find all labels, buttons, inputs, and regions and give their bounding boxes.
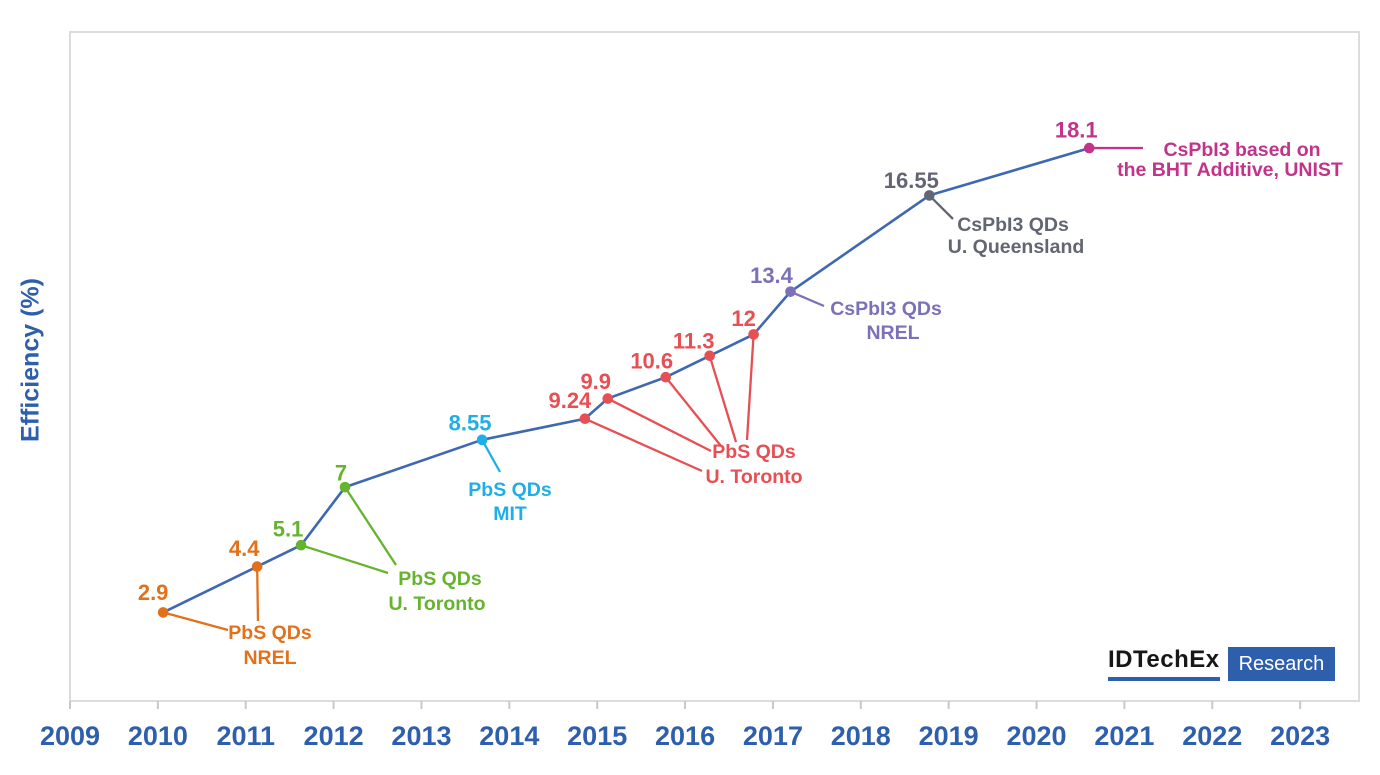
data-point	[157, 607, 169, 618]
point-value-label: 9.24	[548, 388, 592, 413]
annotation-label: CsPbI3 based on	[1163, 139, 1320, 161]
x-tick-label: 2010	[128, 721, 188, 751]
annotation-label: MIT	[493, 503, 527, 525]
x-tick-label: 2016	[655, 721, 715, 751]
point-value-label: 13.4	[750, 263, 794, 288]
x-tick-label: 2019	[919, 721, 979, 751]
x-tick-label: 2018	[831, 721, 891, 751]
data-point	[924, 190, 935, 201]
annotation-label: CsPbI3 QDs	[957, 214, 1069, 236]
data-point	[1083, 142, 1095, 154]
data-point	[339, 481, 351, 493]
annotation-label: NREL	[866, 322, 919, 344]
annotation-leader-line	[664, 376, 722, 447]
annotation-leader-line	[928, 194, 954, 220]
annotation-leader-line	[300, 544, 389, 575]
x-tick-label: 2013	[391, 721, 451, 751]
data-point	[602, 393, 614, 404]
y-axis-label: Efficiency (%)	[16, 278, 45, 442]
annotation-label: the BHT Additive, UNIST	[1117, 159, 1343, 181]
x-tick-label: 2017	[743, 721, 803, 751]
annotation-leader-line	[162, 611, 229, 632]
annotation-leader-line	[344, 486, 397, 566]
x-tick-label: 2012	[304, 721, 364, 751]
x-tick-label: 2020	[1006, 721, 1066, 751]
annotation-leader-line	[481, 439, 502, 473]
data-point	[660, 371, 672, 383]
point-value-label: 9.9	[580, 369, 611, 394]
point-value-label: 7	[335, 461, 347, 486]
idtechex-logo-brand: IDTechEx	[1108, 647, 1220, 681]
x-tick-label: 2021	[1094, 721, 1154, 751]
annotation-leader-line	[790, 290, 825, 308]
idtechex-logo: IDTechEx Research	[1108, 647, 1336, 681]
x-tick-label: 2009	[40, 721, 100, 751]
idtechex-logo-research-badge: Research	[1227, 647, 1336, 681]
annotation-leader-line	[607, 397, 712, 453]
point-value-label: 5.1	[273, 517, 304, 542]
point-value-label: 18.1	[1055, 118, 1098, 143]
annotation-label: PbS QDs	[398, 568, 482, 590]
annotation-label: U. Queensland	[948, 236, 1085, 258]
annotation-label: PbS QDs	[468, 479, 552, 501]
point-value-label: 12	[731, 306, 755, 331]
annotation-label: PbS QDs	[228, 622, 312, 644]
x-tick-label: 2015	[567, 721, 627, 751]
data-point	[748, 329, 759, 340]
data-point	[295, 539, 307, 551]
x-tick-label: 2011	[216, 721, 275, 751]
point-value-label: 4.4	[229, 536, 260, 561]
annotation-leader-line	[745, 334, 755, 441]
data-point	[579, 413, 591, 425]
annotation-label: PbS QDs	[712, 441, 796, 463]
point-value-label: 10.6	[630, 349, 673, 374]
annotation-leader-line	[708, 355, 738, 443]
x-tick-label: 2023	[1270, 721, 1330, 751]
data-point	[704, 350, 715, 362]
data-point	[251, 561, 263, 572]
x-tick-label: 2014	[479, 721, 539, 751]
point-value-label: 2.9	[138, 580, 169, 605]
annotation-label: U. Toronto	[705, 466, 802, 488]
x-tick-label: 2022	[1182, 721, 1242, 751]
annotation-label: CsPbI3 QDs	[830, 298, 942, 320]
annotation-label: U. Toronto	[388, 593, 485, 615]
annotation-leader-line	[256, 566, 260, 622]
annotation-label: NREL	[243, 647, 296, 669]
data-point	[476, 434, 488, 446]
data-point	[785, 286, 796, 297]
point-value-label: 8.55	[449, 410, 492, 435]
point-value-label: 11.3	[673, 328, 715, 353]
plot-frame	[69, 31, 1360, 702]
annotation-leader-line	[584, 417, 703, 473]
point-value-label: 16.55	[884, 168, 939, 193]
